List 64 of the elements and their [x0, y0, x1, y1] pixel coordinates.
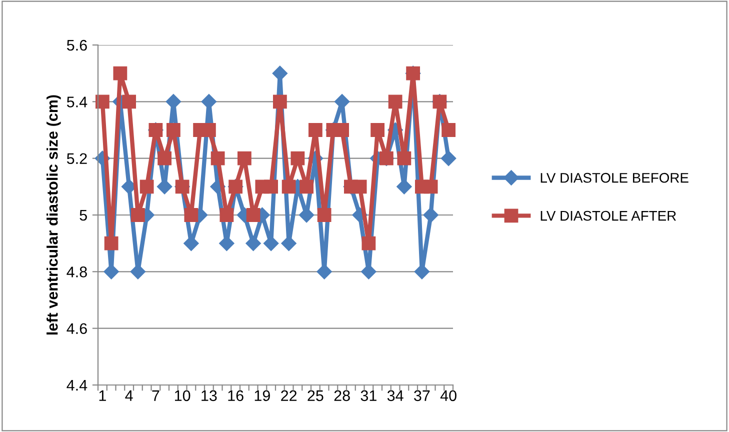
point: [362, 236, 376, 250]
point: [361, 264, 376, 280]
legend-label: LV DIASTOLE BEFORE: [540, 172, 688, 183]
point: [130, 264, 146, 280]
point: [263, 236, 279, 251]
point: [290, 151, 305, 166]
point: [246, 208, 260, 222]
point: [317, 208, 332, 222]
point: [184, 208, 198, 222]
y-axis-title: left ventricular diastolic size (cm): [46, 95, 61, 334]
x-tick-label: 19: [254, 390, 270, 402]
point: [264, 180, 278, 194]
point: [281, 236, 296, 251]
point: [95, 94, 110, 109]
x-tick-label: 7: [152, 390, 160, 401]
point: [316, 264, 332, 280]
point: [424, 180, 438, 194]
x-tick-label: 25: [308, 390, 324, 402]
point: [397, 151, 412, 166]
y-tick-label: 5.6: [66, 40, 87, 51]
point: [122, 94, 136, 109]
point: [130, 208, 145, 222]
point: [388, 94, 402, 109]
y-tick-label: 5.4: [66, 96, 88, 108]
x-tick-label: 28: [334, 390, 350, 402]
legend-label: LV DIASTOLE AFTER: [540, 210, 676, 221]
point: [158, 151, 172, 166]
point: [352, 180, 367, 194]
point: [442, 123, 456, 137]
point: [308, 123, 322, 137]
point: [246, 236, 261, 251]
x-tick-label: 22: [281, 390, 297, 401]
x-tick-label: 16: [228, 390, 244, 402]
point: [370, 123, 385, 137]
x-tick-label: 4: [125, 390, 133, 401]
y-tick-label: 4.6: [66, 323, 87, 334]
x-tick-label: 1: [99, 390, 106, 401]
y-tick-label: 5.2: [66, 153, 87, 164]
point: [237, 151, 252, 166]
point: [210, 151, 225, 166]
point: [440, 150, 456, 166]
point: [300, 180, 314, 194]
point: [156, 179, 172, 194]
point: [272, 94, 287, 109]
point: [396, 179, 412, 194]
point: [282, 180, 296, 194]
point: [104, 236, 118, 250]
point: [140, 180, 154, 194]
point: [104, 264, 119, 280]
point: [166, 123, 180, 137]
x-tick-label: 40: [440, 390, 456, 402]
point: [414, 264, 430, 280]
x-tick-label: 13: [202, 390, 217, 402]
point: [220, 208, 234, 222]
x-tick-label: 37: [414, 390, 430, 402]
point: [113, 66, 128, 80]
y-tick-label: 4.8: [66, 266, 87, 278]
x-tick-label: 34: [387, 390, 404, 402]
x-tick-label: 10: [174, 390, 190, 402]
point: [423, 207, 438, 223]
y-tick-label: 4.4: [66, 380, 88, 391]
y-tick-label: 5: [80, 210, 87, 221]
x-tick-label: 31: [360, 390, 376, 402]
point: [272, 66, 288, 81]
